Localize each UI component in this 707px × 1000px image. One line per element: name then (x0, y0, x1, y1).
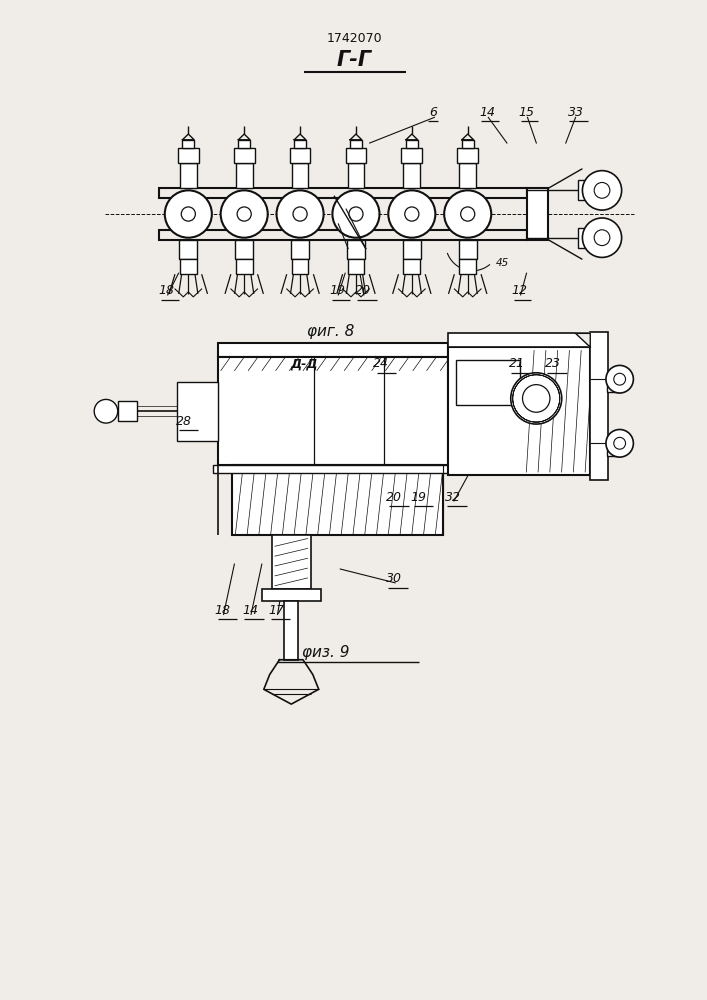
Text: 33: 33 (568, 106, 583, 119)
Bar (403, 240, 421, 259)
Text: Д-Д: Д-Д (291, 357, 317, 370)
Circle shape (181, 207, 195, 221)
Circle shape (349, 207, 363, 221)
Circle shape (94, 399, 118, 423)
Bar (284, 601, 298, 660)
Bar (448, 333, 590, 347)
Bar (233, 465, 443, 535)
Text: 32: 32 (445, 491, 461, 504)
Text: 14: 14 (479, 106, 496, 119)
Bar (348, 259, 364, 274)
Circle shape (614, 437, 626, 449)
Bar (218, 343, 448, 357)
Bar (182, 140, 194, 148)
Circle shape (405, 207, 419, 221)
Bar (180, 259, 197, 274)
Bar (462, 140, 474, 148)
Text: 20: 20 (355, 284, 370, 297)
Circle shape (461, 207, 475, 221)
Bar (607, 436, 619, 456)
Circle shape (165, 190, 212, 238)
Circle shape (221, 190, 268, 238)
Bar (218, 357, 448, 465)
Text: φиз. 9: φиз. 9 (302, 645, 349, 660)
Bar (292, 259, 308, 274)
Bar (347, 240, 365, 259)
Bar (213, 465, 453, 473)
Bar (271, 535, 311, 589)
Bar (238, 140, 250, 148)
Text: 18: 18 (215, 604, 230, 617)
Bar (179, 240, 197, 259)
Text: 24: 24 (373, 357, 390, 370)
Bar (578, 228, 602, 248)
Bar (235, 240, 253, 259)
Bar (291, 240, 309, 259)
Text: 17: 17 (269, 604, 284, 617)
Bar (459, 240, 477, 259)
Circle shape (293, 207, 307, 221)
Text: 19: 19 (329, 284, 345, 297)
Text: 14: 14 (242, 604, 258, 617)
Circle shape (594, 230, 610, 246)
Circle shape (388, 190, 436, 238)
Circle shape (332, 190, 380, 238)
Bar (236, 163, 252, 188)
Circle shape (583, 218, 621, 257)
Bar (159, 188, 527, 198)
Bar (236, 259, 252, 274)
Text: 12: 12 (512, 284, 527, 297)
Circle shape (614, 373, 626, 385)
Text: 30: 30 (386, 572, 402, 585)
Text: 23: 23 (545, 357, 561, 370)
Bar (346, 148, 366, 163)
Bar (607, 372, 619, 392)
Bar (177, 382, 218, 441)
Bar (290, 148, 310, 163)
Bar (350, 140, 362, 148)
Bar (456, 360, 520, 405)
Bar (460, 259, 476, 274)
Bar (118, 401, 137, 421)
Text: 15: 15 (518, 106, 534, 119)
Bar (348, 163, 364, 188)
Bar (404, 163, 420, 188)
Text: 19: 19 (411, 491, 427, 504)
Text: 6: 6 (429, 106, 438, 119)
Circle shape (522, 385, 550, 412)
Circle shape (444, 190, 491, 238)
Text: φиг. 8: φиг. 8 (307, 324, 354, 339)
Polygon shape (575, 333, 590, 347)
Bar (234, 148, 255, 163)
Bar (178, 148, 199, 163)
Text: 1742070: 1742070 (326, 32, 382, 45)
Bar (448, 347, 590, 475)
Bar (159, 230, 527, 240)
Bar (590, 332, 608, 480)
Bar (402, 148, 422, 163)
Bar (404, 259, 420, 274)
Text: 28: 28 (176, 415, 192, 428)
Bar (294, 140, 306, 148)
Bar (460, 163, 476, 188)
Bar (457, 148, 478, 163)
Text: 21: 21 (509, 357, 525, 370)
Bar (180, 163, 197, 188)
Circle shape (606, 429, 633, 457)
Circle shape (276, 190, 324, 238)
Bar (527, 188, 548, 240)
Circle shape (583, 171, 621, 210)
Bar (406, 140, 418, 148)
Circle shape (606, 365, 633, 393)
Text: 45: 45 (496, 258, 508, 268)
Text: Г-Г: Г-Г (337, 50, 372, 70)
Circle shape (510, 373, 562, 424)
Circle shape (237, 207, 251, 221)
Bar (292, 163, 308, 188)
Circle shape (594, 182, 610, 198)
Bar (262, 589, 321, 601)
Bar (578, 180, 602, 200)
Text: 18: 18 (159, 284, 175, 297)
Text: 20: 20 (386, 491, 402, 504)
